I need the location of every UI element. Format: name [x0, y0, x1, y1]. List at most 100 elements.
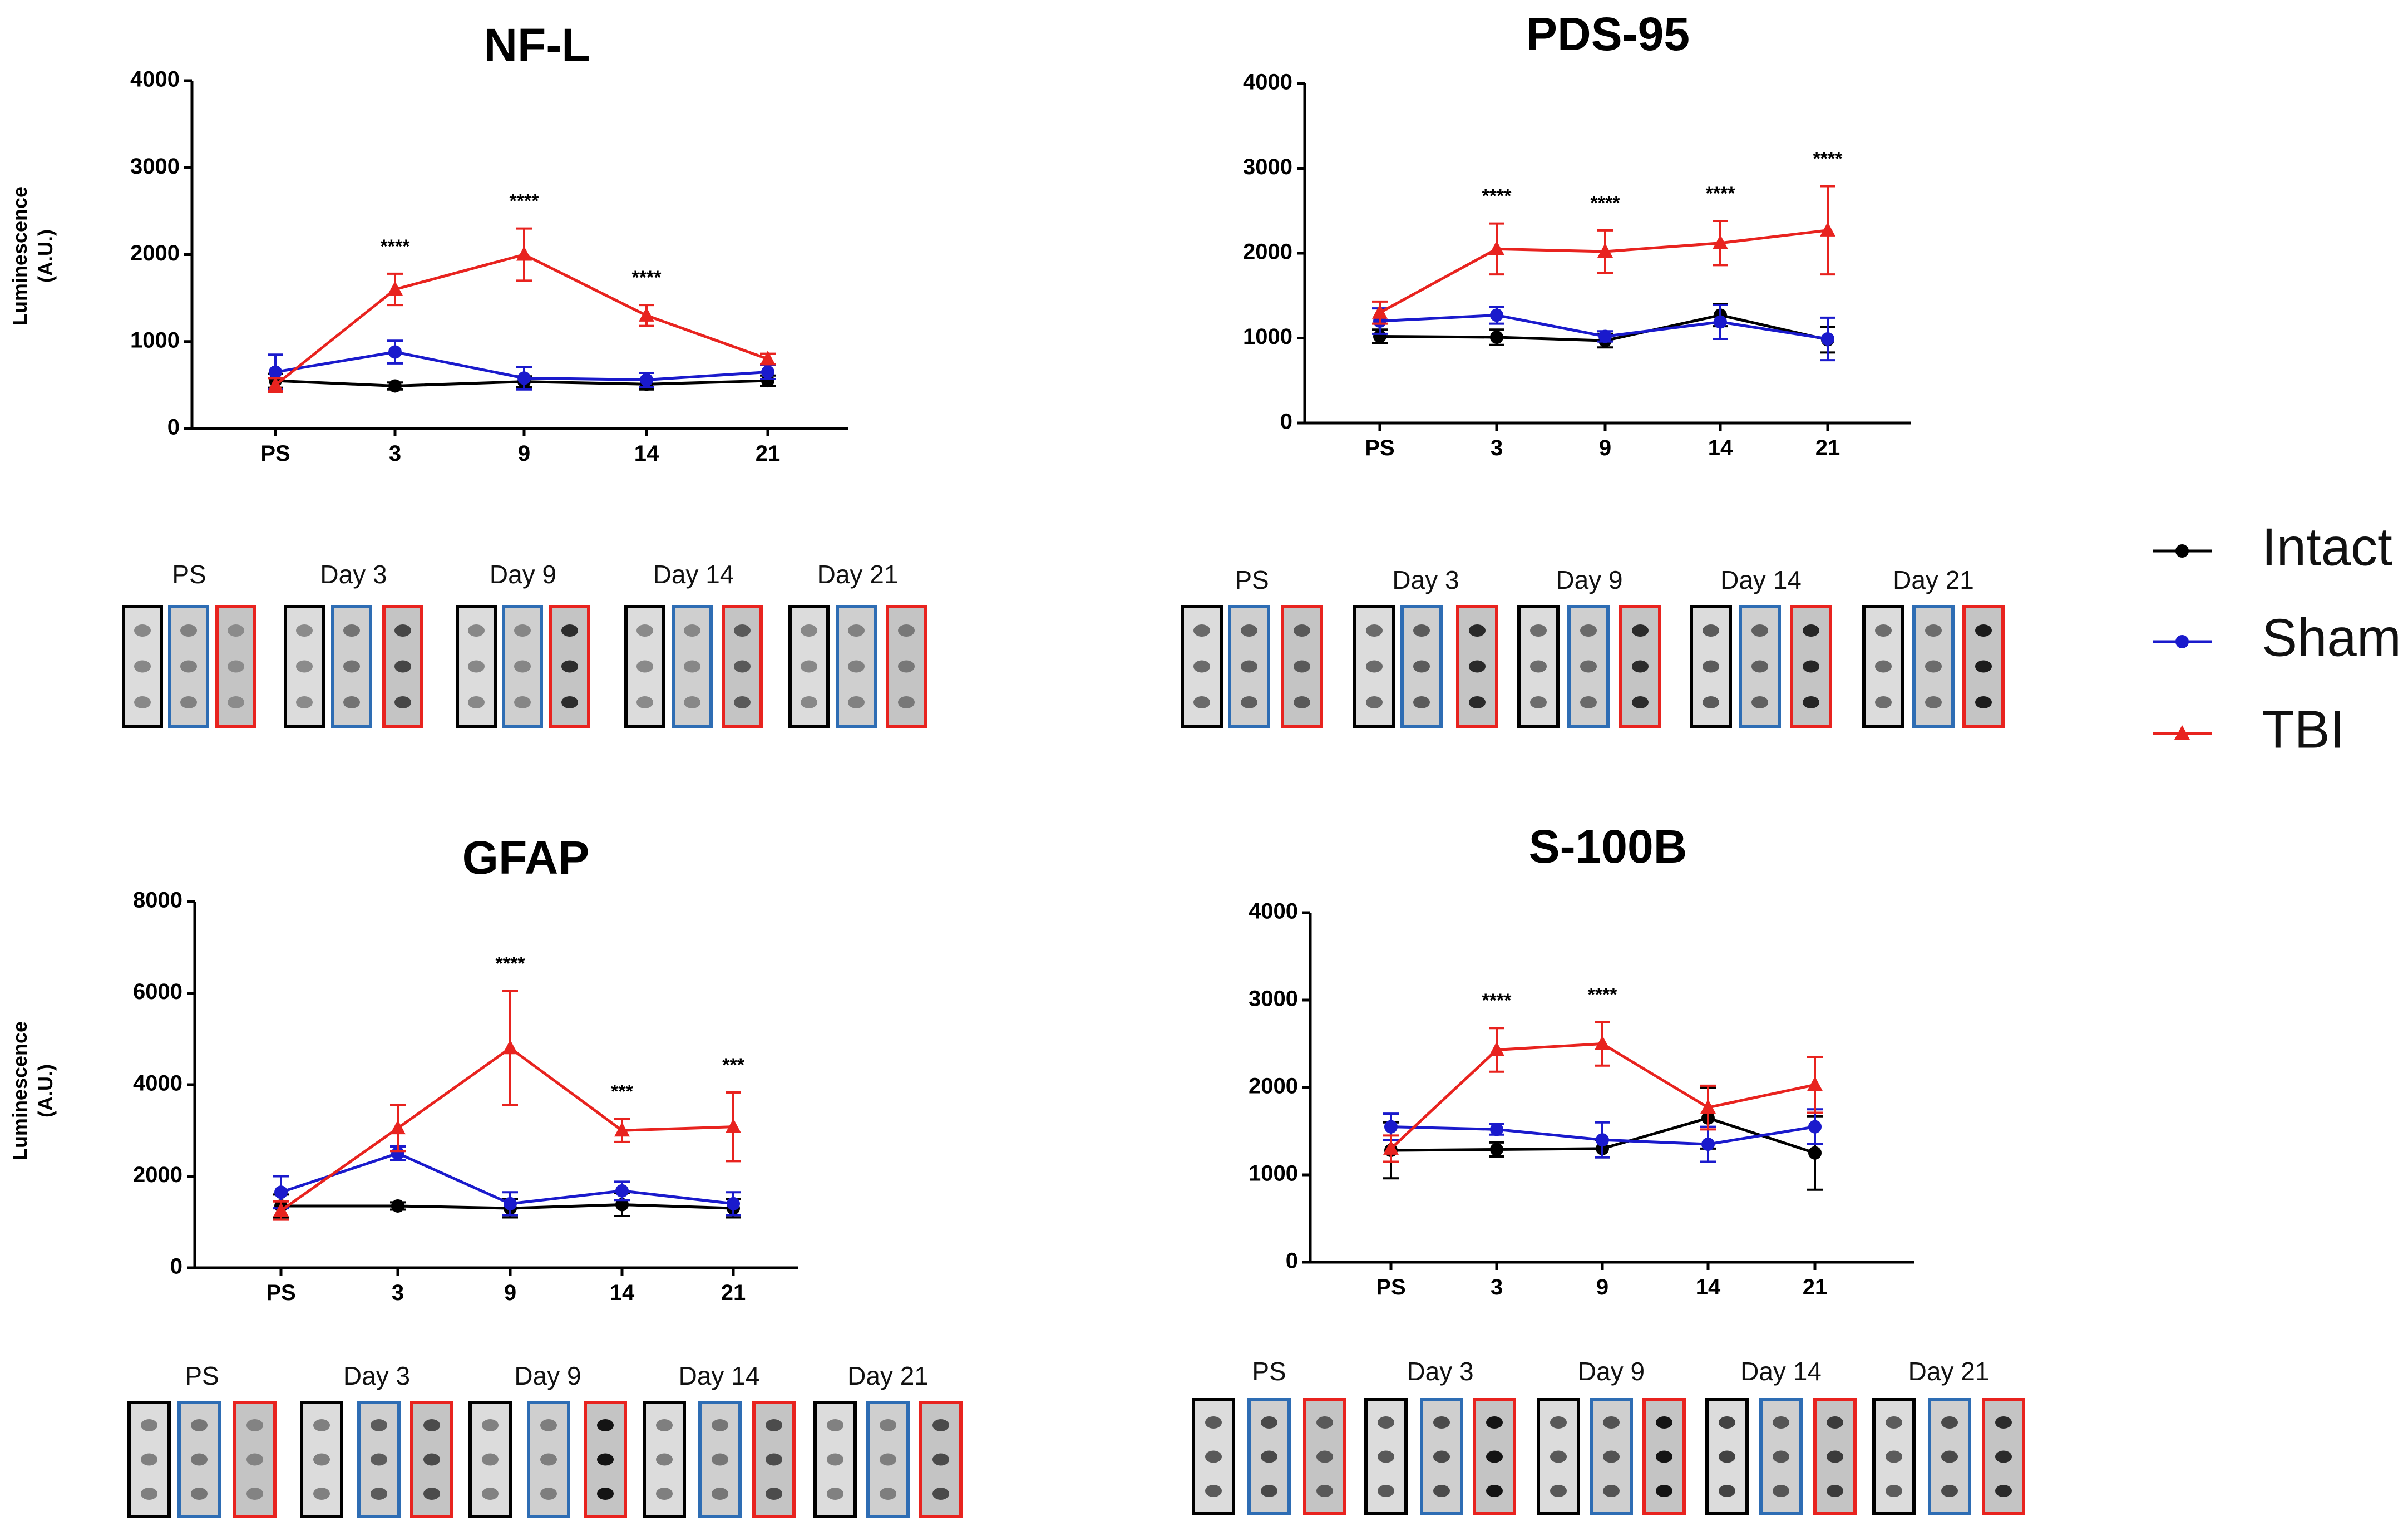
blot-dot [1378, 1416, 1394, 1429]
blot-label: Day 14 [653, 560, 734, 589]
blot-dot [1925, 696, 1942, 708]
data-point [1489, 1041, 1504, 1056]
y-tick-label: 4000 [1249, 899, 1298, 924]
blot-strip [1705, 1398, 1749, 1515]
blot-dot [1827, 1485, 1843, 1497]
blot-label: PS [185, 1361, 219, 1390]
legend-marker [2175, 635, 2189, 648]
data-point [639, 307, 654, 322]
data-point [1700, 1099, 1716, 1114]
blot-dot [1550, 1485, 1567, 1497]
blot-strip [672, 605, 713, 728]
data-point [1713, 234, 1728, 249]
blot-dot [848, 624, 865, 637]
x-tick-label: PS [266, 1281, 295, 1305]
blot-dot [848, 660, 865, 673]
blot-dot [1193, 624, 1210, 637]
blot-dot [1703, 660, 1719, 673]
blot-label: Day 21 [847, 1361, 929, 1390]
blot-dot [561, 696, 578, 708]
blot-strip [1862, 605, 1904, 728]
blot-strip [1739, 605, 1781, 728]
data-point [615, 1198, 629, 1212]
data-point [502, 1040, 518, 1055]
data-point [1490, 308, 1503, 322]
y-tick-label: 3000 [1243, 155, 1292, 179]
blot-strip [1872, 1398, 1916, 1515]
chart-title: GFAP [462, 831, 590, 884]
blot-dot [880, 1419, 896, 1431]
blot-dot [766, 1488, 782, 1500]
blot-dot [1433, 1450, 1450, 1463]
series-sham [273, 1145, 741, 1217]
y-tick-label: 6000 [133, 979, 182, 1004]
y-tick-label: 4000 [1243, 70, 1292, 95]
blot-dot [1803, 624, 1819, 637]
blot-dot [1486, 1485, 1503, 1497]
blot-dot [180, 624, 197, 637]
blot-dot [1580, 696, 1597, 708]
blot-dot [1886, 1416, 1902, 1429]
blot-dot [827, 1453, 843, 1466]
blot-strip [1642, 1398, 1686, 1515]
blot-dot [1469, 660, 1486, 673]
data-point [614, 1122, 630, 1137]
blot-dot [296, 624, 313, 637]
blot-strip [1303, 1398, 1346, 1515]
blot-dot [134, 696, 151, 708]
blot-dot [636, 624, 653, 637]
x-tick-label: 14 [610, 1281, 635, 1305]
x-tick-label: 3 [392, 1281, 404, 1305]
blot-dot [343, 660, 360, 673]
blot-label: Day 3 [1407, 1357, 1473, 1386]
y-tick-label: 1000 [1249, 1161, 1298, 1186]
data-point [1808, 1146, 1822, 1160]
blot-dot [734, 624, 751, 637]
blot-dot [482, 1453, 499, 1466]
legend-marker [2175, 544, 2189, 558]
blot-strip [300, 1401, 343, 1518]
blot-dot [848, 696, 865, 708]
blot-dot [1193, 660, 1210, 673]
blot-dot [1469, 624, 1486, 637]
blot-dot [712, 1488, 728, 1500]
blot-dot [898, 624, 915, 637]
x-tick-label: 9 [1599, 436, 1611, 460]
blot-strip [527, 1401, 570, 1518]
y-tick-label: 2000 [130, 241, 180, 265]
chart-title: S-100B [1529, 820, 1687, 873]
y-tick-label: 2000 [1243, 240, 1292, 264]
blot-dot [514, 624, 531, 637]
blot-dot [734, 696, 751, 708]
blot-dot [423, 1488, 440, 1500]
y-axis-label: Luminescence (A.U.) [8, 1021, 57, 1160]
blot-dot [540, 1419, 557, 1431]
series-tbi [273, 990, 741, 1221]
x-tick-label: 21 [756, 441, 781, 466]
data-point [1597, 243, 1613, 258]
y-tick-label: 3000 [1249, 987, 1298, 1011]
blot-strip [168, 605, 209, 728]
series-sham [1372, 304, 1835, 362]
significance-label: **** [510, 191, 540, 212]
blot-strip [643, 1401, 686, 1518]
blot-strip [357, 1401, 401, 1518]
blot-dot [1316, 1416, 1333, 1429]
blot-dot [1294, 660, 1310, 673]
blot-dot [1827, 1416, 1843, 1429]
legend-marker [2174, 725, 2190, 740]
blot-strip [1192, 1398, 1235, 1515]
data-point [727, 1197, 740, 1210]
blot-dot [880, 1453, 896, 1466]
y-tick-label: 3000 [130, 154, 180, 179]
blot-dot [1261, 1416, 1277, 1429]
blot-dot [932, 1488, 949, 1500]
data-point [269, 365, 282, 379]
blot-label: Day 21 [1893, 565, 1974, 594]
blot-dot [1530, 696, 1547, 708]
chart-panel-pds-95: PDS-95 0 1000 2000 3000 4000 PS 3 9 14 21 **** **** *… [1181, 8, 2005, 728]
blot-dot [656, 1488, 673, 1500]
blot-dot [801, 696, 817, 708]
chart-panel-nf-l: NF-L Luminescence (A.U.) 0 1000 2000 3000 4000 P… [8, 19, 927, 728]
data-point [1714, 315, 1727, 329]
